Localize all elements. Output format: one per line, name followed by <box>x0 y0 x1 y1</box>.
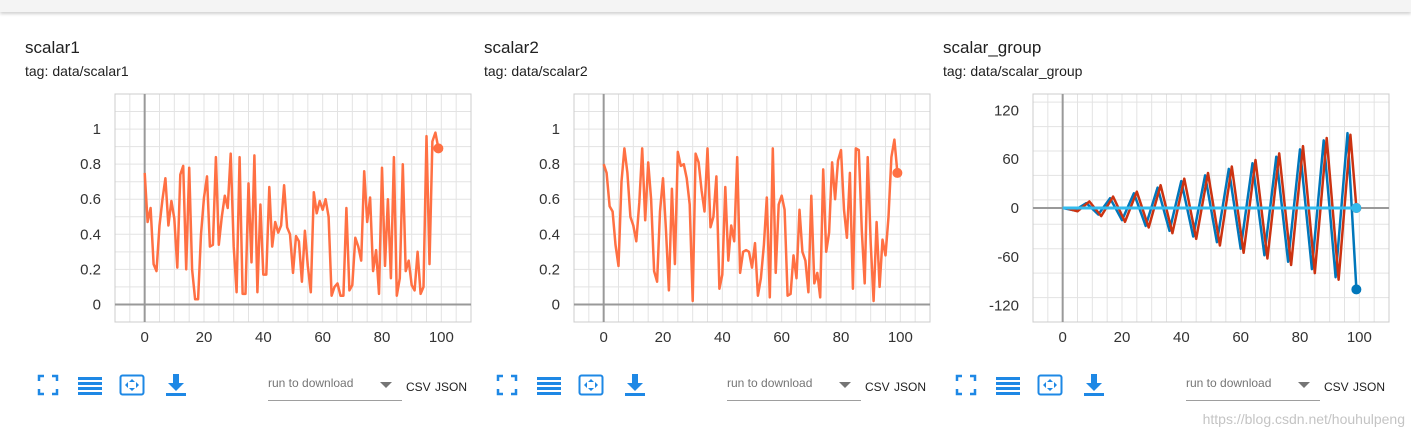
fit-domain-icon[interactable] <box>35 372 61 398</box>
y-tick-label: 0 <box>552 296 560 313</box>
chart-card-scalar-group: scalar_group tag: data/scalar_group 0 20 40… <box>943 28 1390 428</box>
series-endpoint <box>1351 284 1362 295</box>
x-tick-label: 40 <box>255 329 272 346</box>
card-tag: tag: data/scalar_group <box>943 63 1082 79</box>
series-endpoint <box>1351 203 1362 213</box>
card-toolbar: run to download CSV JSON <box>25 368 468 408</box>
x-tick-label: 100 <box>888 329 913 346</box>
json-link[interactable]: JSON <box>435 380 468 394</box>
download-icon[interactable] <box>622 372 648 398</box>
x-tick-label: 80 <box>833 329 850 346</box>
y-tick-label: 120 <box>994 102 1019 119</box>
select-placeholder: run to download <box>268 376 354 390</box>
x-tick-label: 20 <box>196 329 213 346</box>
download-icon[interactable] <box>163 372 189 398</box>
x-tick-label: 20 <box>1114 329 1131 346</box>
y-tick-label: 0.4 <box>539 226 560 243</box>
csv-link[interactable]: CSV <box>865 380 890 394</box>
series-line <box>602 138 899 303</box>
chevron-down-icon <box>839 382 851 388</box>
card-tag: tag: data/scalar2 <box>484 63 588 79</box>
x-tick-label: 100 <box>1347 329 1372 346</box>
y-tick-label: 0.8 <box>80 156 101 173</box>
download-icon[interactable] <box>1081 372 1107 398</box>
card-toolbar: run to download CSV JSON <box>484 368 927 408</box>
x-tick-label: 20 <box>655 329 672 346</box>
tag-prefix: tag: <box>25 63 49 79</box>
tag-value: data/scalar1 <box>52 63 129 79</box>
series-endpoint <box>433 143 444 154</box>
line-chart-scalar1[interactable]: 0 20 40 60 80 100 0 0.2 0.4 0.6 0.8 1 <box>25 90 472 346</box>
x-tick-label: 40 <box>714 329 731 346</box>
card-title: scalar_group <box>943 38 1042 57</box>
reset-zoom-icon[interactable] <box>119 372 145 398</box>
reset-zoom-icon[interactable] <box>1037 372 1063 398</box>
run-to-download-select[interactable]: run to download <box>727 374 861 401</box>
x-tick-label: 40 <box>1173 329 1190 346</box>
json-link[interactable]: JSON <box>1353 380 1386 394</box>
x-tick-label: 0 <box>1058 329 1066 346</box>
fit-domain-icon[interactable] <box>494 372 520 398</box>
grid <box>573 93 931 323</box>
chart-card-scalar2: scalar2 tag: data/scalar2 0 20 40 60 80 100 0 0.… <box>484 28 931 428</box>
y-tick-label: -120 <box>989 298 1019 315</box>
series-endpoint <box>892 167 903 178</box>
fit-domain-icon[interactable] <box>953 372 979 398</box>
top-toolbar-strip <box>0 0 1411 12</box>
card-tag: tag: data/scalar1 <box>25 63 129 79</box>
card-title: scalar2 <box>484 38 539 57</box>
x-tick-label: 80 <box>1292 329 1309 346</box>
y-tick-label: 0 <box>93 296 101 313</box>
chart-card-scalar1: scalar1 tag: data/scalar1 0 20 40 60 80 100 0 0.… <box>25 28 472 428</box>
toggle-log-icon[interactable] <box>995 372 1021 398</box>
y-tick-label: 60 <box>1002 151 1019 168</box>
csv-link[interactable]: CSV <box>1324 380 1349 394</box>
select-placeholder: run to download <box>1186 376 1272 390</box>
x-tick-label: 0 <box>140 329 148 346</box>
watermark: https://blog.csdn.net/houhulpeng <box>1202 411 1405 427</box>
x-tick-label: 60 <box>773 329 790 346</box>
y-tick-label: 0.8 <box>539 156 560 173</box>
tag-prefix: tag: <box>943 63 967 79</box>
run-to-download-select[interactable]: run to download <box>268 374 402 401</box>
run-to-download-select[interactable]: run to download <box>1186 374 1320 401</box>
card-toolbar: run to download CSV JSON <box>943 368 1386 408</box>
plot-frame <box>114 93 472 323</box>
y-tick-label: 0.4 <box>80 226 101 243</box>
x-tick-label: 60 <box>314 329 331 346</box>
toggle-log-icon[interactable] <box>77 372 103 398</box>
x-tick-label: 0 <box>599 329 607 346</box>
select-placeholder: run to download <box>727 376 813 390</box>
csv-link[interactable]: CSV <box>406 380 431 394</box>
chevron-down-icon <box>380 382 392 388</box>
x-tick-label: 60 <box>1232 329 1249 346</box>
tag-value: data/scalar_group <box>970 63 1083 79</box>
series-line <box>143 131 440 301</box>
x-tick-label: 80 <box>374 329 391 346</box>
y-tick-label: 0.6 <box>539 191 560 208</box>
plot-frame <box>573 93 931 323</box>
x-tick-label: 100 <box>429 329 454 346</box>
chevron-down-icon <box>1298 382 1310 388</box>
reset-zoom-icon[interactable] <box>578 372 604 398</box>
y-tick-label: 0.6 <box>80 191 101 208</box>
y-tick-label: -60 <box>997 249 1019 266</box>
line-chart-scalar-group[interactable]: 0 20 40 60 80 100 -120 -60 0 60 120 <box>943 90 1390 346</box>
y-tick-label: 0 <box>1011 200 1019 217</box>
json-link[interactable]: JSON <box>894 380 927 394</box>
y-tick-label: 1 <box>93 121 101 138</box>
line-chart-scalar2[interactable]: 0 20 40 60 80 100 0 0.2 0.4 0.6 0.8 1 <box>484 90 931 346</box>
tag-prefix: tag: <box>484 63 508 79</box>
toggle-log-icon[interactable] <box>536 372 562 398</box>
tag-value: data/scalar2 <box>511 63 588 79</box>
y-tick-label: 0.2 <box>539 261 560 278</box>
card-title: scalar1 <box>25 38 80 57</box>
y-tick-label: 1 <box>552 121 560 138</box>
y-tick-label: 0.2 <box>80 261 101 278</box>
